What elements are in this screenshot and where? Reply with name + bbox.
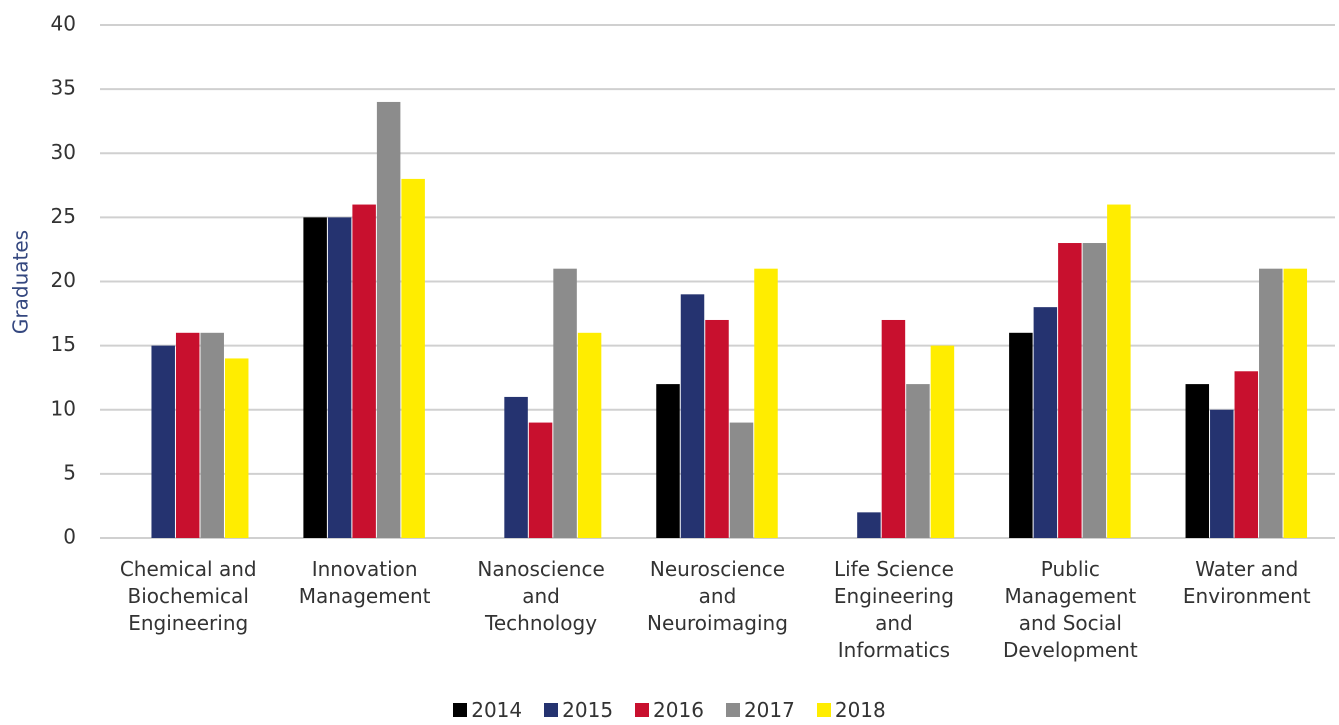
bar — [656, 384, 680, 538]
bar — [1107, 204, 1131, 539]
legend-swatch — [725, 703, 740, 717]
bar — [352, 204, 376, 539]
legend-label: 2015 — [562, 698, 614, 722]
bar — [705, 319, 729, 538]
bar — [1259, 268, 1283, 538]
x-tick-label: Public Management and Social Development — [1003, 557, 1138, 662]
x-tick-label: Life Science Engineering and Informatics — [833, 557, 954, 662]
x-tick-label: Innovation Management — [298, 557, 431, 608]
bar — [200, 332, 224, 538]
bar — [906, 384, 930, 538]
bar — [151, 345, 175, 538]
bar — [1283, 268, 1308, 538]
legend-item: 2018 — [816, 698, 886, 722]
bar — [881, 319, 906, 538]
legend-swatch — [635, 703, 650, 717]
bar — [528, 422, 553, 538]
bar — [376, 101, 401, 538]
bar — [224, 358, 249, 538]
legend-item: 2015 — [544, 698, 613, 722]
bar — [1082, 243, 1107, 538]
x-tick-label: Chemical and Biochemical Engineering — [119, 557, 257, 635]
y-axis-label: Graduates — [9, 230, 33, 334]
bar — [1009, 332, 1033, 538]
bar — [1058, 243, 1082, 538]
x-tick-label: Nanoscience and Technology — [477, 557, 605, 635]
y-tick-label: 15 — [51, 332, 76, 356]
bar — [754, 268, 778, 538]
legend-swatch — [816, 703, 831, 717]
legend-item: 2017 — [725, 698, 795, 722]
bar — [303, 217, 327, 538]
y-tick-label: 0 — [63, 525, 76, 549]
legend-item: 2016 — [635, 698, 704, 722]
y-tick-label: 25 — [51, 204, 76, 228]
legend-swatch — [453, 703, 468, 717]
y-tick-label: 35 — [51, 76, 76, 100]
y-tick-label: 40 — [51, 12, 76, 36]
legend-label: 2014 — [471, 698, 523, 722]
bar — [1210, 409, 1234, 538]
bar — [504, 396, 528, 538]
bar — [1033, 307, 1058, 538]
bar — [577, 332, 602, 538]
y-tick-label: 10 — [51, 396, 76, 420]
y-tick-label: 30 — [51, 140, 76, 164]
bar — [175, 332, 200, 538]
bar — [930, 345, 955, 538]
x-tick-label: Neuroscience and Neuroimaging — [647, 557, 788, 635]
y-tick-label: 5 — [63, 460, 76, 484]
bar — [857, 512, 881, 538]
bar — [401, 178, 425, 538]
legend-swatch — [544, 703, 559, 717]
legend: 2014 2015 2016 2017 2018 — [0, 698, 1339, 722]
bar — [327, 217, 352, 538]
legend-label: 2017 — [743, 698, 795, 722]
bar — [729, 422, 754, 538]
bar — [680, 294, 705, 538]
y-tick-label: 20 — [51, 268, 76, 292]
bar — [553, 268, 577, 538]
legend-item: 2014 — [453, 698, 522, 722]
bar — [1234, 371, 1259, 538]
x-tick-label: Water and Environment — [1182, 557, 1311, 608]
legend-label: 2016 — [653, 698, 704, 722]
bar — [1185, 384, 1210, 538]
legend-label: 2018 — [834, 698, 886, 722]
